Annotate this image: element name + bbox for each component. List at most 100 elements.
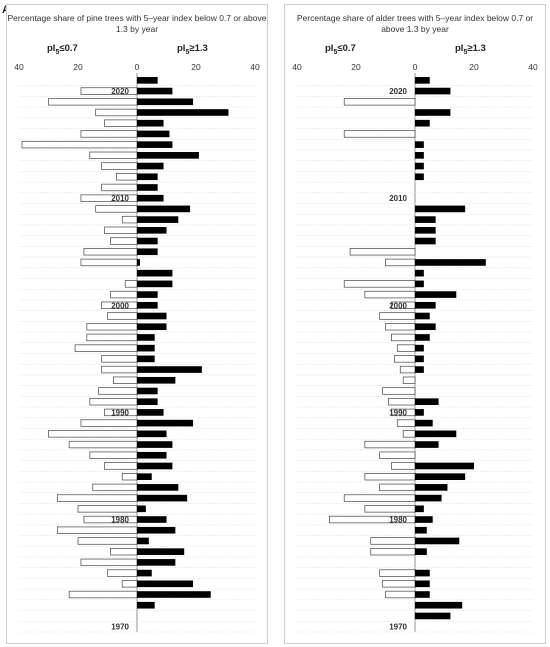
panel-b-year-label: 2010 <box>389 194 407 203</box>
panel-a-bar-high-2012 <box>137 173 158 181</box>
panel-b-bar-low-1975 <box>379 569 416 577</box>
panel-a-tick-label: 40 <box>14 62 24 72</box>
panel-a-bar-high-2021 <box>137 77 158 84</box>
panel-a-bar-low-1983 <box>92 483 138 492</box>
panel-b-bar-high-2000 <box>415 301 436 309</box>
panel-b-bar-low-1983 <box>379 483 416 492</box>
panel-a-chart: 40 20 0 20 40 2020 2010 2000 1990 1980 1970 <box>14 62 260 633</box>
panel-a-bar-low-2019 <box>48 98 138 106</box>
panel-b-bar-high-1991 <box>415 398 439 406</box>
panel-a-bar-high-1996 <box>137 344 155 352</box>
panel-b-bar-low-1998 <box>385 323 416 331</box>
panel-a-bar-low-2011 <box>101 183 138 192</box>
panel-a-bar-low-1987 <box>68 440 138 449</box>
panel-a: Percentage share of pine trees with 5–ye… <box>6 4 268 644</box>
panel-b-bar-high-1998 <box>415 323 436 331</box>
panel-a-bar-high-2006 <box>137 237 158 245</box>
panel-b-bar-low-1984 <box>364 473 416 481</box>
panel-a-bar-low-2012 <box>115 173 138 181</box>
panel-a-bar-low-1981 <box>77 505 138 513</box>
panel-a-bar-high-1974 <box>137 580 194 588</box>
panel-b-bar-low-2019 <box>343 98 416 106</box>
panel-a-bar-high-1978 <box>137 537 149 545</box>
panel-b-bar-low-1992 <box>382 387 416 395</box>
panel-a-bar-high-2014 <box>137 152 199 159</box>
panel-b-bar-high-2018 <box>415 109 451 116</box>
panel-a-bar-high-2019 <box>137 98 194 106</box>
panel-b-bar-high-2013 <box>415 162 424 170</box>
panel-b-bar-low-2005 <box>349 248 416 256</box>
panel-b-bar-low-1987 <box>364 440 416 449</box>
panel-b-bar-high-1980 <box>415 516 433 523</box>
panel-b-bar-high-2012 <box>415 173 424 181</box>
panel-a-bar-low-2015 <box>21 140 138 149</box>
panel-b-year-label: 1970 <box>389 623 407 632</box>
panel-a-bar-high-2020 <box>137 87 173 95</box>
panel-a-bar-low-1993 <box>113 376 138 384</box>
panel-a-bar-high-1977 <box>137 548 185 555</box>
panel-a-bar-high-1999 <box>137 312 167 320</box>
panel-a-bar-high-2015 <box>137 141 173 148</box>
panel-b-bar-low-1996 <box>396 344 416 352</box>
panel-a-bar-high-2007 <box>137 226 167 234</box>
panel-a-bar-low-1988 <box>48 430 138 438</box>
panel-b-bar-high-1979 <box>415 526 427 534</box>
panel-a-bar-high-2017 <box>137 119 164 127</box>
panel-a-bar-low-2004 <box>80 258 138 267</box>
panel-a-bar-low-1986 <box>89 451 138 459</box>
panel-b-bar-high-1973 <box>415 591 430 598</box>
panel-b-bar-low-1985 <box>391 462 416 470</box>
panel-a-bar-high-1984 <box>137 473 152 481</box>
panel-b-bar-high-2008 <box>415 216 436 223</box>
panel-b-bar-low-1974 <box>382 580 416 588</box>
panel-a-bar-high-2002 <box>137 280 173 288</box>
panel-a-tick-label: 20 <box>73 62 83 72</box>
panel-a-year-label: 1990 <box>111 408 129 417</box>
panel-a-bar-high-2010 <box>137 194 164 202</box>
panel-b-bar-high-1987 <box>415 441 439 448</box>
panel-b-tick-label: 40 <box>528 62 538 72</box>
panel-a-letter: A <box>2 4 10 16</box>
panel-b-bar-low-1991 <box>388 398 416 406</box>
panel-a-title: Percentage share of pine trees with 5–ye… <box>7 13 267 34</box>
panel-b-bar-low-1988 <box>402 430 416 438</box>
panel-a-bar-high-2000 <box>137 301 158 309</box>
panel-a-bar-low-2001 <box>110 290 138 299</box>
panel-b-year-label: 1990 <box>389 408 407 417</box>
panel-a-bar-high-1976 <box>137 559 176 566</box>
panel-b-bar-low-2004 <box>385 258 416 267</box>
panel-b-bar-high-1994 <box>415 366 424 373</box>
panel-b-bar-high-2020 <box>415 87 451 95</box>
panel-a-bar-high-1995 <box>137 355 155 363</box>
panel-b-bar-high-1981 <box>415 505 424 513</box>
panel-a-bar-low-1999 <box>107 312 138 320</box>
panel-a-bar-high-1997 <box>137 334 155 341</box>
panel-a-bar-low-1974 <box>121 580 138 588</box>
panel-b-bar-high-1975 <box>415 569 430 577</box>
panel-b-bar-high-1978 <box>415 537 460 545</box>
panel-b-bar-high-1983 <box>415 484 448 491</box>
panel-b-bar-low-1994 <box>399 365 416 374</box>
panel-a-bar-low-1998 <box>86 323 138 331</box>
panel-b-bar-high-1990 <box>415 409 424 416</box>
panel-a-bar-high-1990 <box>137 409 164 416</box>
panel-b-bar-high-2001 <box>415 291 457 298</box>
panel-b-bar-high-1999 <box>415 312 430 320</box>
panel-b-bar-high-2003 <box>415 269 424 277</box>
panel-a-bar-low-2018 <box>95 108 138 117</box>
panel-b-bar-high-2021 <box>415 77 430 84</box>
panel-a-bar-high-1989 <box>137 419 194 427</box>
panel-a-bar-low-1977 <box>110 547 138 556</box>
panel-a-bar-low-2016 <box>80 130 138 138</box>
panel-a-bar-low-2008 <box>121 215 138 224</box>
panel-b-bar-low-2002 <box>343 280 416 288</box>
panel-b-bar-high-1997 <box>415 334 430 341</box>
panel-a-bar-high-2009 <box>137 205 191 213</box>
panel-a-bar-low-1973 <box>68 590 138 599</box>
panel-b-bar-high-2009 <box>415 205 466 213</box>
panel-b-bar-high-1971 <box>415 612 451 620</box>
panel-b-bar-high-1977 <box>415 548 427 555</box>
panel-a-bar-low-1992 <box>98 387 138 395</box>
panel-a-bar-high-1993 <box>137 376 176 384</box>
panel-a-bar-low-1984 <box>121 473 138 481</box>
